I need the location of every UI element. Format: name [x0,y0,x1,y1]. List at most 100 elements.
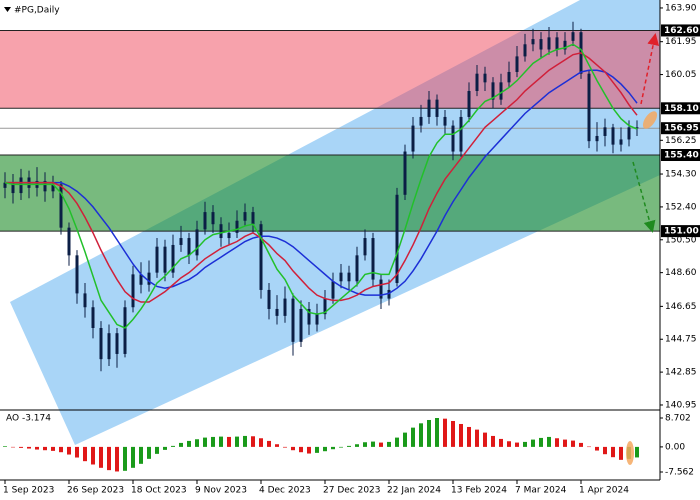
y-tick-label: 150.50 [665,235,697,245]
ao-bar [323,446,327,452]
ao-bar [51,446,55,451]
ao-bar [267,440,271,447]
ao-bar [123,446,127,471]
candle-body [195,229,199,256]
candle-body [11,182,15,194]
candle-body [635,127,639,129]
candle-body [99,328,103,360]
candle-body [19,177,23,194]
candle-body [91,307,95,328]
ao-bar [171,445,175,447]
candle-body [203,212,207,230]
ao-bar [11,446,15,448]
ao-bar [419,423,423,447]
level-label-box [661,102,700,115]
ao-bar [435,418,439,447]
candle-body [347,272,351,282]
candle-body [571,32,575,41]
candle-body [83,293,87,308]
y-tick-label: 0.00 [665,442,685,452]
ao-bar [59,446,63,453]
candle-body [331,281,335,299]
candle-body [179,238,183,245]
candle-body [275,308,279,316]
y-tick-label: 148.60 [665,268,697,278]
ao-bar [611,446,615,458]
indicator-title: AO -3.174 [6,414,51,424]
candle-body [363,238,367,256]
y-tick-label: 144.75 [665,335,697,345]
ao-bar [3,446,7,447]
candle-body [67,227,71,256]
candle-body [443,116,447,126]
candle-body [123,307,127,354]
candle-body [587,73,591,142]
candle-body [131,274,135,308]
chart-title: #PG,Daily [14,6,60,16]
candle-body [307,308,311,325]
ao-bar [427,419,431,447]
level-label-box [661,225,700,238]
candle-body [355,255,359,282]
x-tick-label: 7 Mar 2024 [515,486,567,496]
moving-average [5,69,638,296]
candle-body [51,184,55,192]
candle-body [243,212,247,221]
x-tick-label: 1 Sep 2023 [3,486,54,496]
ao-bar [147,446,151,459]
ao-bar [531,439,535,447]
ao-bar [299,446,303,453]
ao-bar [595,446,599,451]
x-tick-label: 18 Oct 2023 [131,486,187,496]
y-tick-label: 152.40 [665,202,697,212]
price-zone [0,30,660,109]
candle-body [163,246,167,273]
candle-body [155,246,159,273]
ao-bar [363,442,367,447]
candle-body [611,127,615,145]
candle-body [419,116,423,126]
ao-bar [403,432,407,447]
level-label: 151.00 [664,227,699,237]
ao-bar [99,446,103,468]
level-label: 162.60 [664,26,699,36]
ao-bar [163,446,167,450]
up-arrow [640,33,660,105]
y-tick-label: 146.65 [665,302,697,312]
ao-bar [67,446,71,455]
candle-body [267,289,271,309]
x-tick-label: 27 Dec 2023 [323,486,381,496]
candle-body [491,82,495,100]
axis-layer: 162.60 158.10 156.95 155.40 151.00 163.90 161.… [3,3,700,496]
y-tick-label: 142.85 [665,368,697,378]
ao-bar [75,446,79,458]
ao-bar [555,438,559,447]
ao-bar [411,427,415,447]
ao-bar [379,442,383,447]
candle-body [475,73,479,91]
ao-bar [395,437,399,447]
candle-body [371,238,375,280]
ao-bar [19,446,23,448]
ao-bar [371,441,375,447]
ao-bar [499,438,503,447]
x-tick-label: 4 Dec 2023 [259,486,311,496]
ao-bar [443,418,447,447]
candle-body [115,333,119,354]
candle-body [251,212,255,225]
ao-bar [467,426,471,447]
candle-body [107,333,111,360]
level-label-box [661,149,700,162]
candle-body [59,184,63,228]
ao-bar [563,439,567,447]
ao-bar [291,446,295,451]
level-label: 155.40 [664,151,699,161]
ao-bar [219,436,223,447]
ao-bar [211,436,215,447]
ao-bar [283,446,287,448]
level-label-box [661,24,700,37]
candle-body [387,289,391,299]
candle-body [75,255,79,294]
ao-bar [139,446,143,464]
